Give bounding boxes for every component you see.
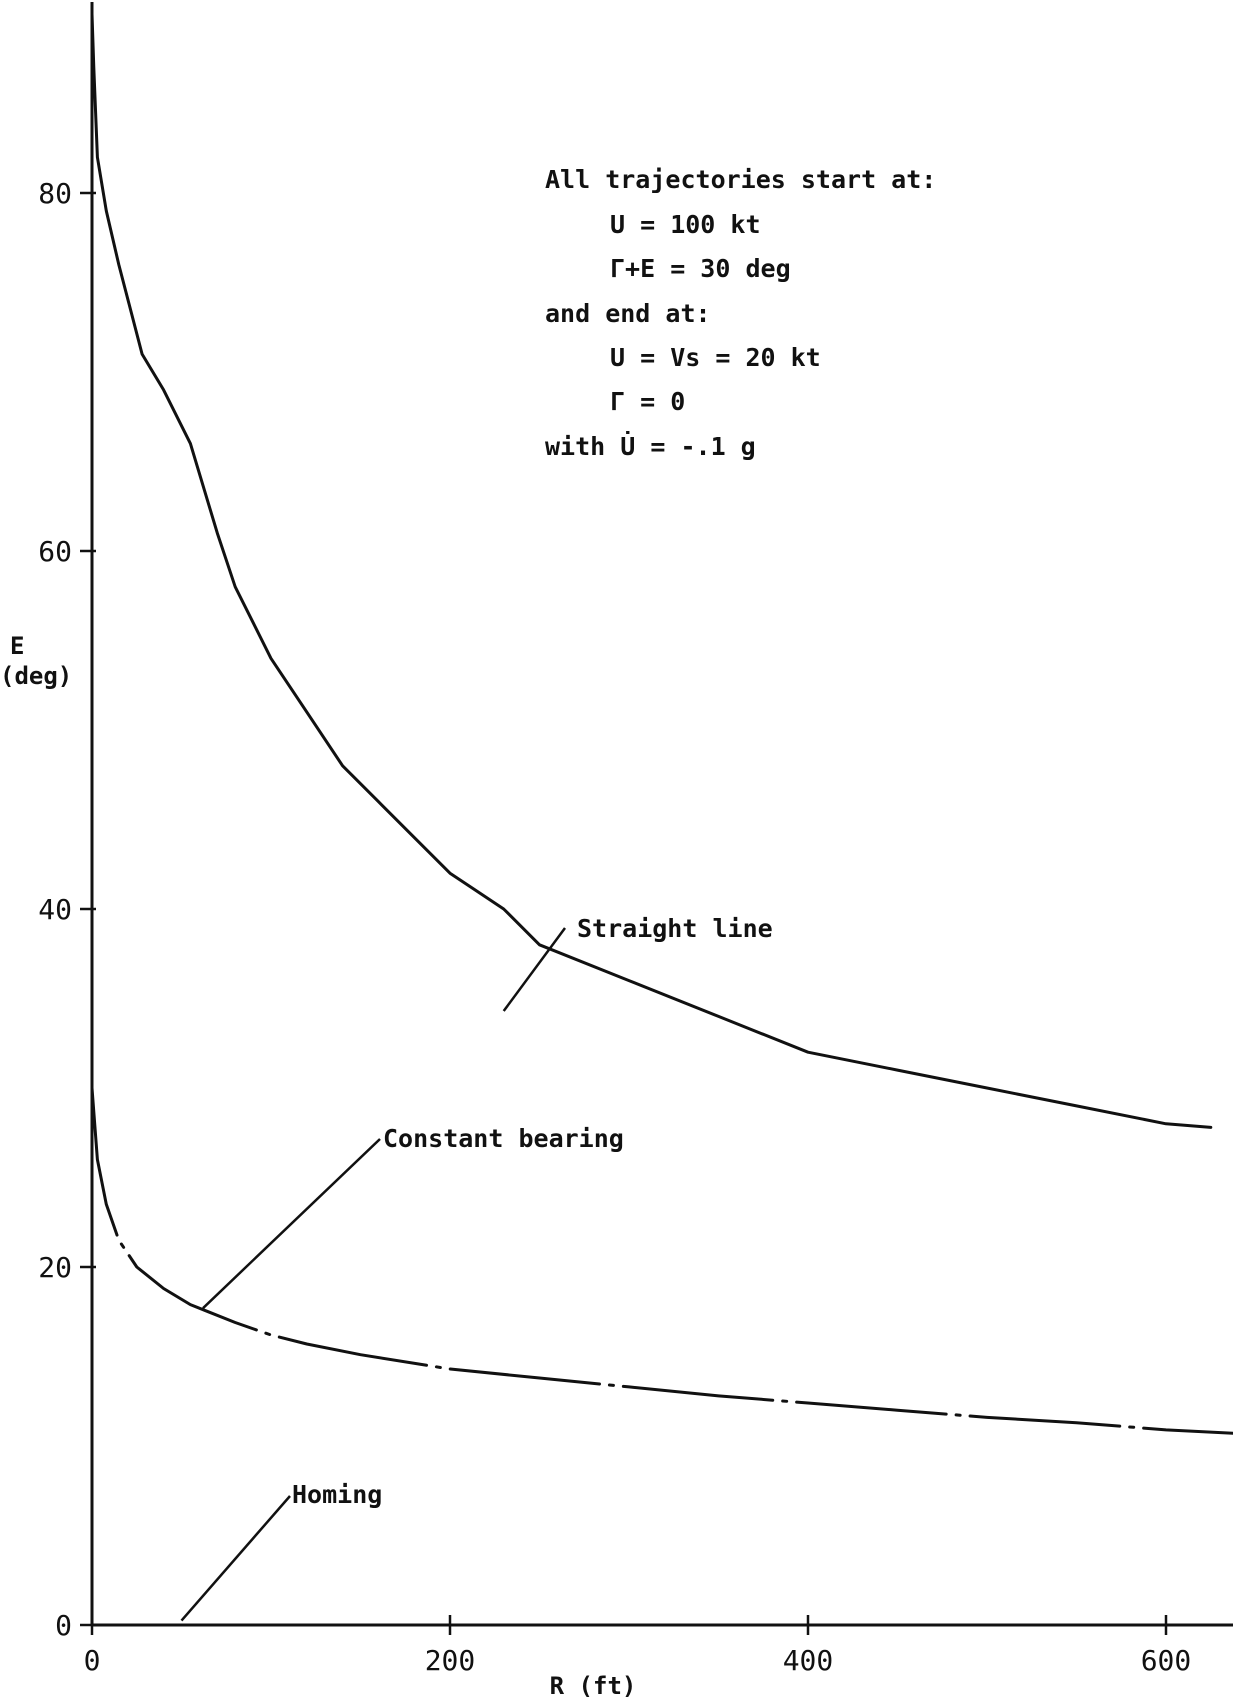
annotation-line: U = Vs = 20 kt xyxy=(610,343,821,372)
series-layer xyxy=(90,12,1233,1627)
svg-text:Constant bearing: Constant bearing xyxy=(383,1124,624,1153)
annotation-box: All trajectories start at: U = 100 kt Γ+… xyxy=(545,165,936,461)
x-axis-title: R (ft) xyxy=(550,1672,637,1697)
series-label-constant-bearing: Constant bearing xyxy=(383,1124,624,1153)
annotation-line: and end at: xyxy=(545,299,711,328)
series-constant-bearing xyxy=(90,1086,1233,1435)
svg-text:Homing: Homing xyxy=(292,1480,382,1509)
x-tick-label: 600 xyxy=(1141,1644,1192,1677)
series-label-homing: Homing xyxy=(292,1480,382,1509)
label-leaders xyxy=(180,927,567,1622)
annotation-line: Γ+E = 30 deg xyxy=(610,254,791,283)
leader-homing xyxy=(180,1495,291,1622)
annotation-line: U = 100 kt xyxy=(610,210,761,239)
svg-text:(deg): (deg) xyxy=(0,662,72,690)
y-tick-label: 60 xyxy=(38,535,72,568)
leader-constant-bearing xyxy=(202,1138,381,1310)
x-tick-label: 0 xyxy=(84,1644,101,1677)
x-tick-label: 200 xyxy=(425,1644,476,1677)
leader-straight-line xyxy=(502,927,567,1012)
svg-text:Straight line: Straight line xyxy=(577,914,773,943)
series-label-straight-line: Straight line xyxy=(577,914,773,943)
x-tick-label: 400 xyxy=(783,1644,834,1677)
annotation-line: All trajectories start at: xyxy=(545,165,936,194)
y-tick-label: 0 xyxy=(55,1609,72,1642)
series-straight-line xyxy=(90,12,1213,1129)
y-axis-title: E (deg) xyxy=(0,632,72,690)
svg-text:E: E xyxy=(10,632,24,660)
annotation-line: Γ = 0 xyxy=(610,387,685,416)
annotation-line: with U̇ = -.1 g xyxy=(545,431,756,461)
y-tick-label: 40 xyxy=(38,893,72,926)
y-tick-label: 80 xyxy=(38,177,72,210)
y-tick-label: 20 xyxy=(38,1251,72,1284)
